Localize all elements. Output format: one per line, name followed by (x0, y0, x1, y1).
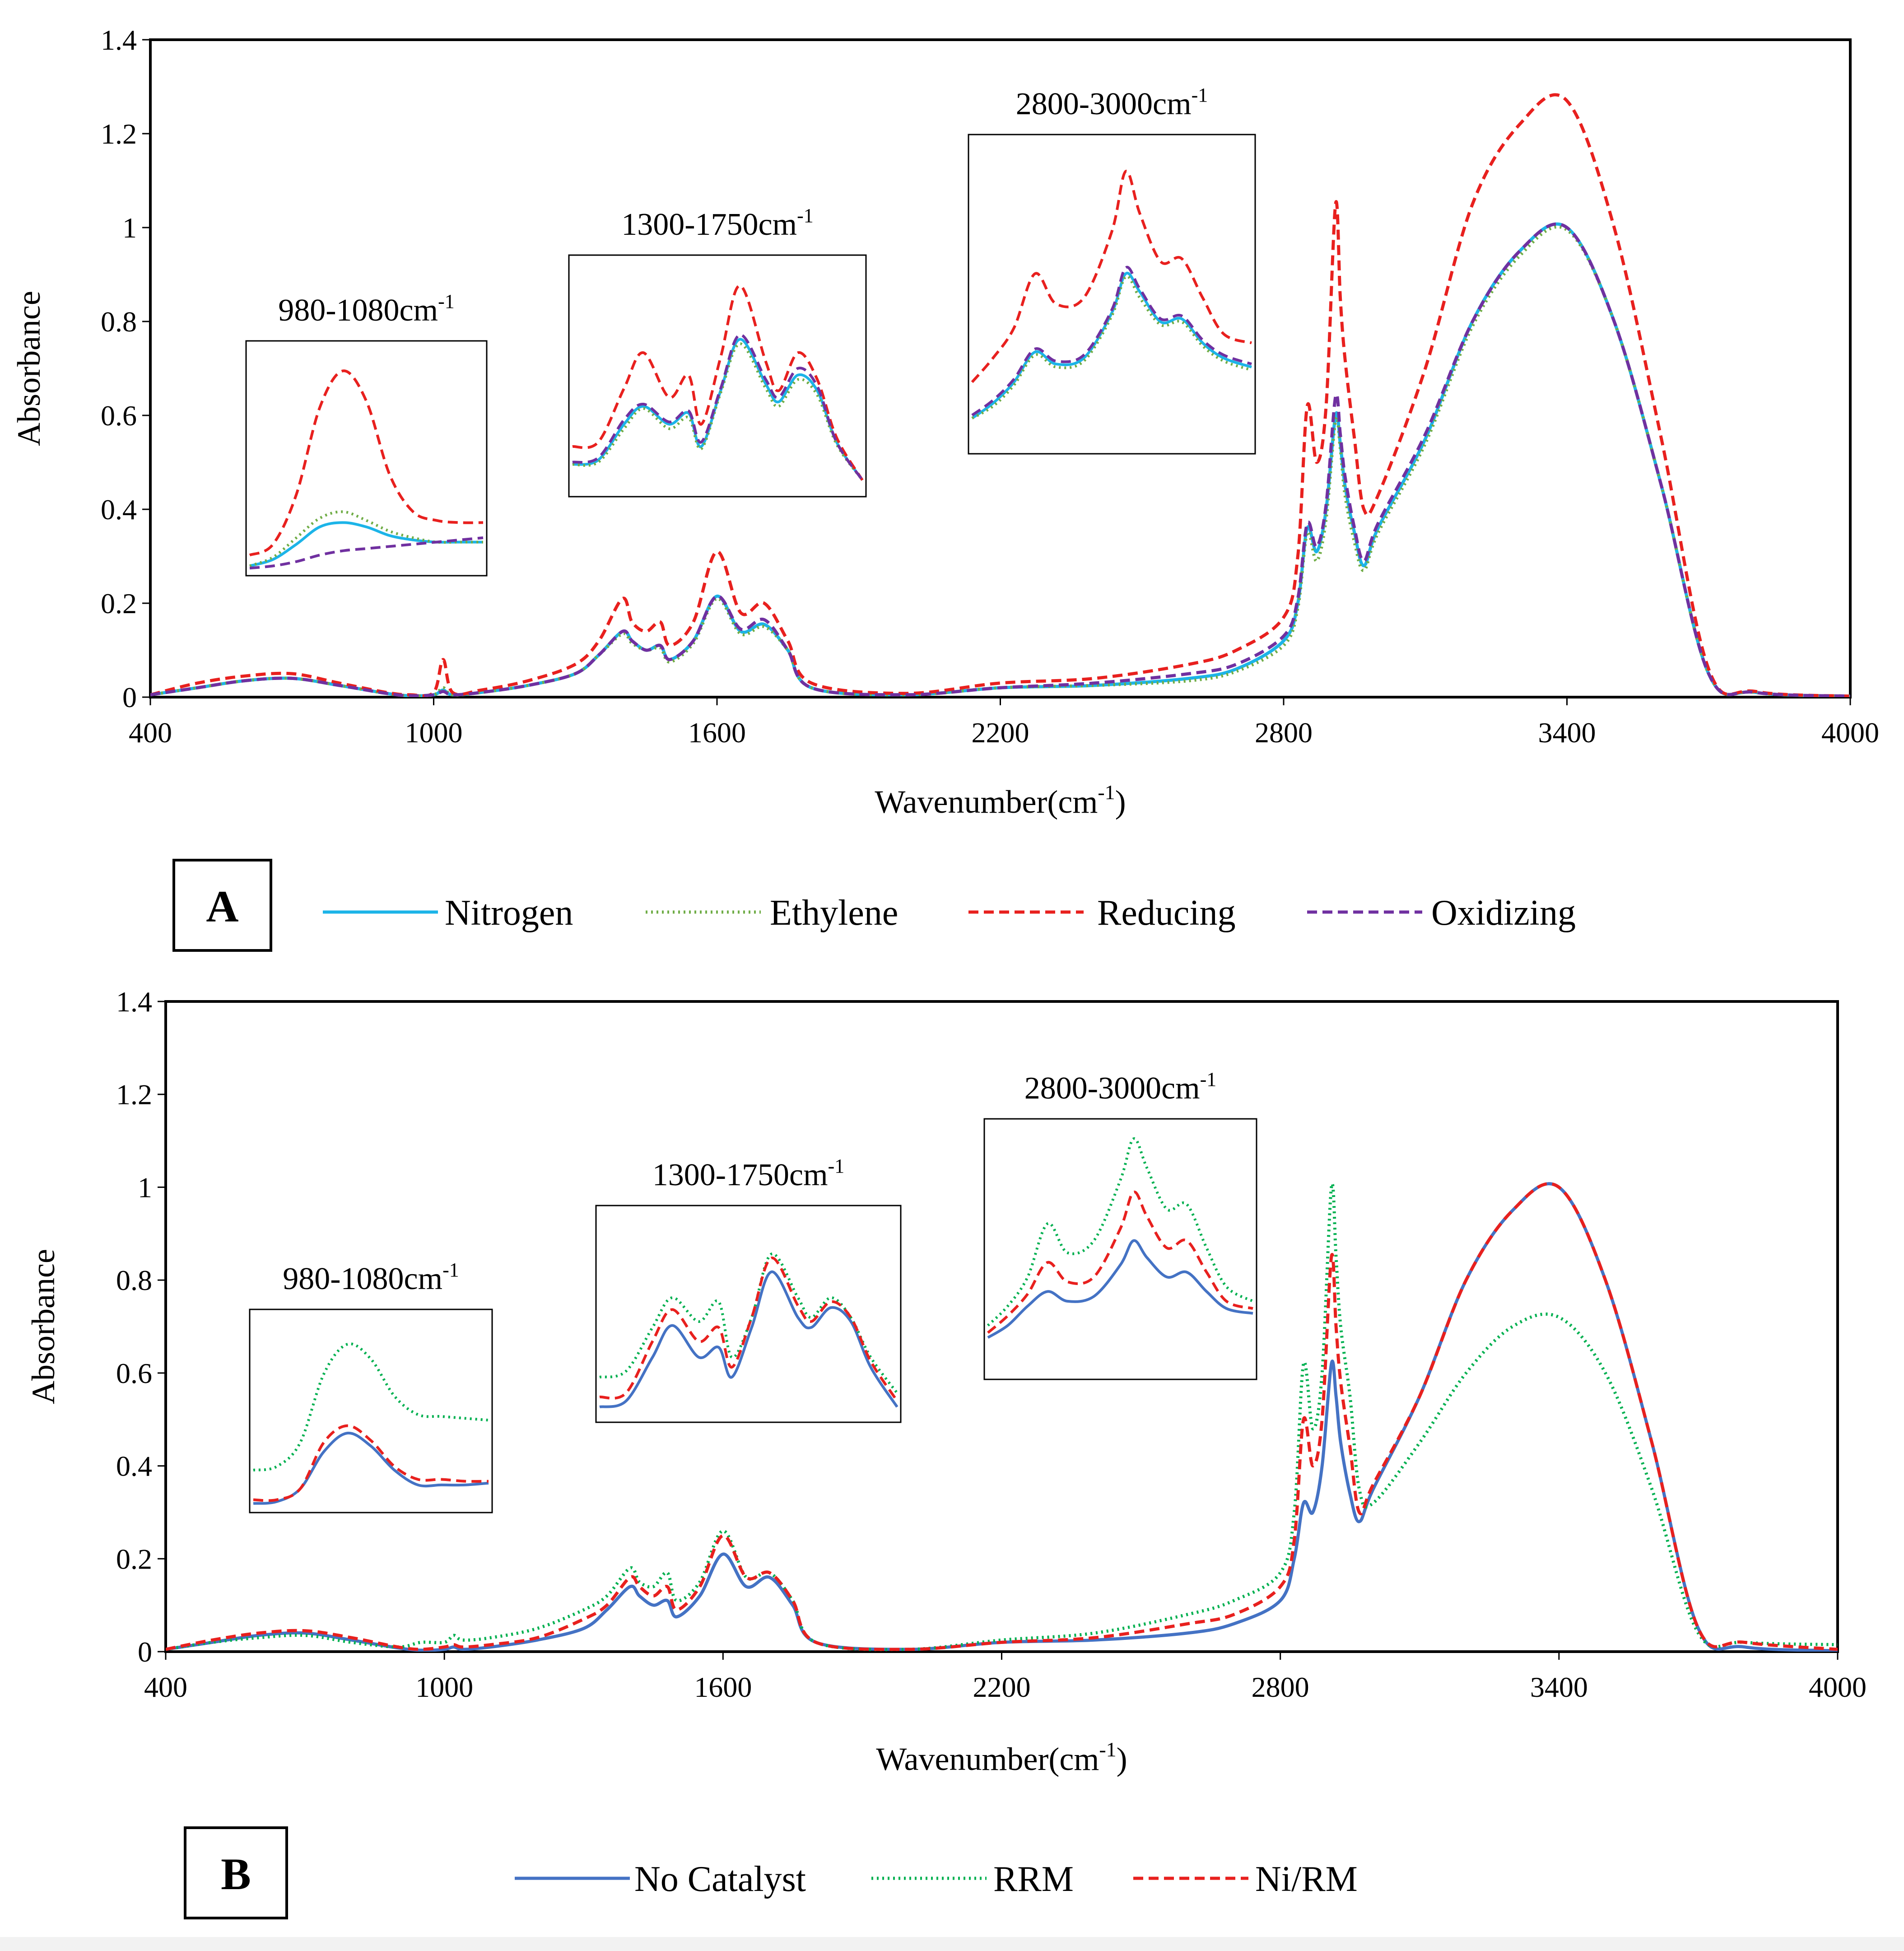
footer-band (0, 1937, 1904, 1951)
inset-line-rrm (253, 1342, 489, 1471)
inset-2800-3000: 2800-3000cm-1 (968, 84, 1256, 455)
legend: No Catalyst RRM Ni/RM (515, 1859, 1358, 1899)
x-tick-label: 2800 (1255, 717, 1313, 749)
x-tick-label: 1600 (688, 717, 746, 749)
inset-title: 2800-3000cm-1 (1024, 1068, 1216, 1106)
inset-980-1080: 980-1080cm-1 (249, 1259, 493, 1513)
y-tick-label: 1 (138, 1171, 152, 1203)
x-axis-title: Wavenumber(cm-1) (875, 781, 1126, 820)
inset-line-oxidizing (971, 265, 1252, 417)
panel-label-box (172, 859, 272, 952)
y-tick-label: 0 (138, 1636, 152, 1668)
inset-frame (568, 254, 867, 498)
series-line-ni-rm (166, 1182, 1838, 1651)
inset-line-oxidizing (249, 536, 484, 570)
y-tick-label: 0.4 (116, 1450, 152, 1482)
inset-line-no-catalyst (253, 1431, 489, 1505)
inset-frame (245, 340, 488, 577)
y-axis-title: Absorbance (11, 291, 47, 446)
legend: Nitrogen Ethylene Reducing Oxidizing (323, 893, 1576, 933)
x-tick-label: 3400 (1530, 1671, 1588, 1703)
legend-label: Ni/RM (1255, 1859, 1358, 1899)
inset-2800-3000: 2800-3000cm-1 (983, 1068, 1257, 1380)
y-tick-label: 1.4 (116, 986, 152, 1018)
series-line-reducing (150, 93, 1850, 697)
inset-line-ni-rm (253, 1424, 489, 1502)
y-tick-label: 0 (122, 681, 137, 713)
inset-title: 980-1080cm-1 (278, 290, 454, 328)
inset-line-ethylene (572, 342, 864, 481)
inset-title: 2800-3000cm-1 (1016, 84, 1208, 121)
inset-title: 1300-1750cm-1 (652, 1155, 844, 1192)
inset-1300-1750: 1300-1750cm-1 (568, 205, 867, 498)
y-axis-title: Absorbance (25, 1249, 61, 1404)
legend-label: No Catalyst (634, 1859, 806, 1899)
inset-line-rrm (987, 1137, 1254, 1327)
x-tick-label: 2200 (972, 717, 1029, 749)
x-axis-title: Wavenumber(cm-1) (876, 1738, 1127, 1777)
inset-line-ethylene (249, 510, 483, 568)
legend-label: Oxidizing (1431, 893, 1576, 933)
inset-frame (595, 1205, 902, 1423)
inset-1300-1750: 1300-1750cm-1 (595, 1155, 902, 1423)
inset-line-ni-rm (987, 1191, 1253, 1334)
legend-label: RRM (993, 1859, 1074, 1899)
chart-panel-a: 0 0.2 0.4 0.6 0.8 1 1.2 1.4 400 1000 1600 2200 2800 3… (11, 24, 1879, 952)
y-tick-label: 0.8 (116, 1264, 152, 1296)
x-tick-label: 1000 (415, 1671, 473, 1703)
inset-frame (983, 1118, 1257, 1380)
x-tick-label: 400 (144, 1671, 187, 1703)
chart-panel-b: 0 0.2 0.4 0.6 0.8 1 1.2 1.4 400 1000 1600 2200 2800 3… (25, 986, 1867, 1919)
inset-title: 980-1080cm-1 (283, 1259, 459, 1296)
inset-line-reducing (572, 284, 864, 481)
panel-label-box (184, 1826, 288, 1919)
x-tick-label: 2800 (1252, 1671, 1309, 1703)
inset-line-nitrogen (249, 521, 483, 568)
inset-line-no-catalyst (599, 1270, 898, 1408)
legend-label: Nitrogen (445, 893, 573, 933)
y-tick-label: 1.2 (116, 1079, 152, 1111)
x-tick-label: 400 (129, 717, 172, 749)
y-tick-label: 0.6 (101, 400, 137, 432)
inset-frame (249, 1308, 493, 1513)
x-tick-label: 1000 (405, 717, 463, 749)
y-tick-label: 0.2 (116, 1543, 152, 1575)
inset-title: 1300-1750cm-1 (621, 205, 813, 242)
y-tick-label: 0.2 (101, 587, 137, 619)
series-line-no-catalyst (166, 1182, 1838, 1652)
x-tick-label: 4000 (1809, 1671, 1867, 1703)
y-tick-label: 0.6 (116, 1357, 152, 1389)
x-tick-label: 3400 (1538, 717, 1596, 749)
inset-line-reducing (971, 170, 1252, 383)
panel-label: A (206, 881, 238, 931)
legend-label: Ethylene (770, 893, 898, 933)
inset-frame (968, 134, 1256, 455)
y-tick-label: 1.4 (101, 24, 137, 56)
y-tick-label: 0.8 (101, 306, 137, 338)
inset-line-no-catalyst (987, 1239, 1253, 1339)
y-tick-label: 1 (122, 212, 137, 244)
inset-line-ni-rm (599, 1257, 898, 1402)
x-tick-label: 1600 (694, 1671, 752, 1703)
y-tick-label: 1.2 (101, 118, 137, 150)
panel-label: B (221, 1849, 251, 1899)
x-tick-label: 4000 (1821, 717, 1879, 749)
series-line-rrm (166, 1182, 1838, 1651)
legend-label: Reducing (1097, 893, 1236, 933)
y-tick-label: 0.4 (101, 494, 137, 526)
inset-line-reducing (249, 369, 484, 557)
series-line-oxidizing (150, 222, 1850, 697)
x-tick-label: 2200 (973, 1671, 1031, 1703)
inset-980-1080: 980-1080cm-1 (245, 290, 488, 577)
